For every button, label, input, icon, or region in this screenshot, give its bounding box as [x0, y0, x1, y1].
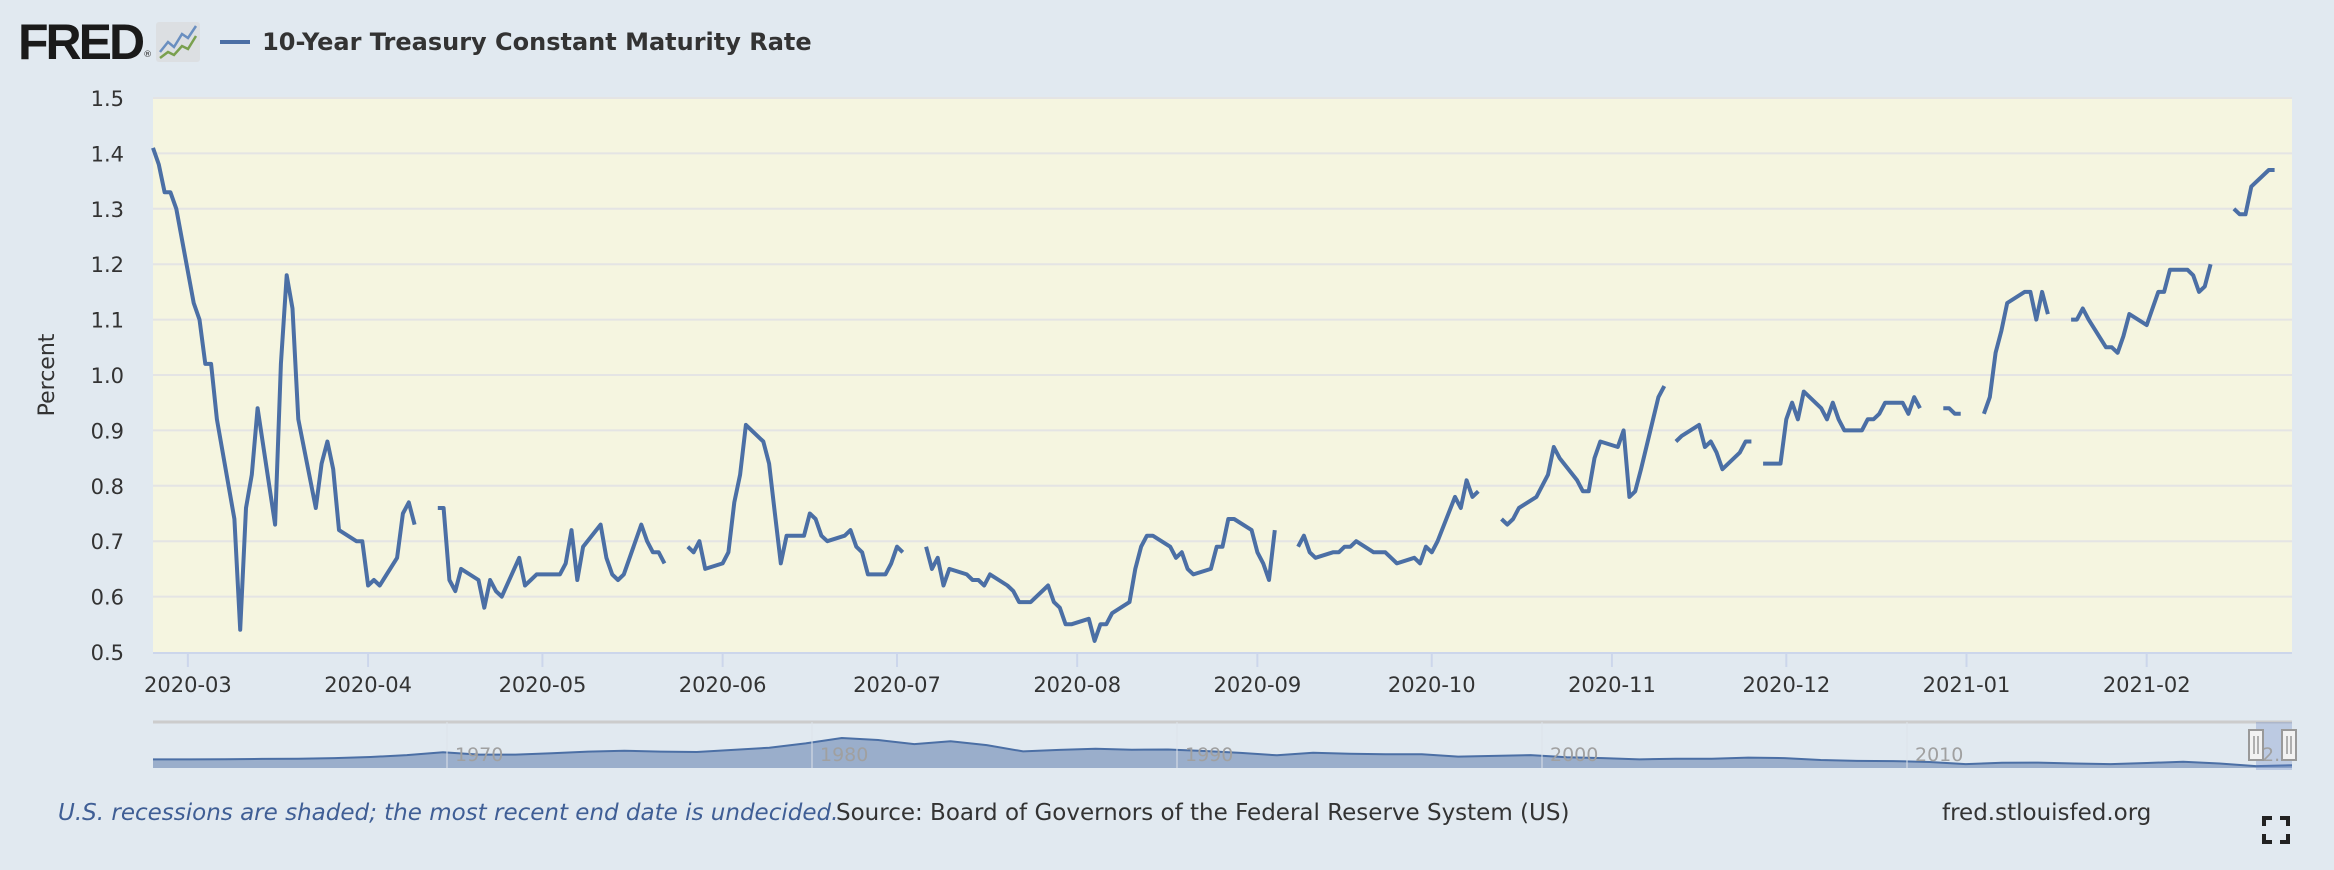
series-line-segment — [151, 147, 417, 632]
y-tick-label: 1.2 — [91, 253, 124, 277]
recession-note: U.S. recessions are shaded; the most rec… — [58, 800, 839, 826]
x-tick-label: 2020-08 — [1033, 673, 1121, 697]
legend[interactable]: 10-Year Treasury Constant Maturity Rate — [220, 28, 812, 56]
series-lines — [151, 147, 2275, 643]
gridlines — [153, 97, 2292, 654]
navigator-year-label: 2000 — [1550, 744, 1598, 766]
series-line-segment — [1674, 422, 1752, 472]
x-tick-label: 2020-05 — [499, 673, 587, 697]
y-tick-label: 1.0 — [91, 364, 124, 388]
x-tick-label: 2020-07 — [853, 673, 941, 697]
series-line-segment — [1943, 406, 1961, 416]
navigator-area — [153, 738, 2292, 768]
x-tick-label: 2020-06 — [679, 673, 767, 697]
series-line-segment — [686, 422, 905, 577]
y-axis-label: Percent — [35, 333, 60, 416]
x-tick-label: 2020-12 — [1742, 673, 1830, 697]
y-tick-label: 0.7 — [91, 530, 124, 554]
y-tick-label: 1.5 — [91, 87, 124, 111]
y-tick-label: 0.5 — [91, 641, 124, 665]
navigator-year-label: 1970 — [455, 744, 503, 766]
x-tick-label: 2020-03 — [144, 673, 232, 697]
source-text: Source: Board of Governors of the Federa… — [836, 800, 1570, 826]
series-line-segment — [2232, 168, 2275, 217]
y-tick-label: 0.8 — [91, 475, 124, 499]
y-tick-label: 1.4 — [91, 142, 124, 166]
navigator-line — [153, 736, 2293, 768]
series-line-segment — [1763, 389, 1922, 466]
fullscreen-icon[interactable] — [2262, 816, 2290, 844]
y-tick-label: 1.1 — [91, 309, 124, 333]
series-line-segment — [437, 506, 667, 610]
y-tick-label: 0.9 — [91, 419, 124, 443]
series-line-segment — [924, 517, 1277, 643]
fred-graph-icon — [156, 22, 201, 62]
series-line-segment — [1500, 385, 1667, 527]
x-tick-label: 2020-04 — [324, 673, 412, 697]
x-tick-label: 2020-09 — [1214, 673, 1302, 697]
x-tick-label: 2020-11 — [1568, 673, 1656, 697]
series-line-segment — [2071, 263, 2213, 355]
navigator-year-label: 1980 — [820, 744, 868, 766]
legend-label: 10-Year Treasury Constant Maturity Rate — [262, 28, 812, 56]
y-axis-ticks: 0.5 0.6 0.7 0.8 0.9 1.0 1.1 1.2 1.3 1.4 1.5 — [91, 87, 124, 665]
y-tick-label: 1.3 — [91, 198, 124, 222]
chart-header: FRED ® 10-Year Treasury Constant Maturit… — [18, 14, 812, 70]
navigator-left-handle[interactable] — [2248, 729, 2264, 761]
navigator[interactable]: 1970 1980 1990 2000 2010 2... — [153, 720, 2297, 770]
fred-logo[interactable]: FRED — [18, 14, 145, 70]
x-axis-ticks: 2020-03 2020-04 2020-05 2020-06 2020-07 2020-… — [144, 652, 2191, 697]
x-tick-label: 2021-02 — [2103, 673, 2191, 697]
series-line-segment — [1296, 478, 1480, 566]
fred-url-link[interactable]: fred.stlouisfed.org — [1942, 800, 2152, 826]
navigator-year-label: 1990 — [1185, 744, 1233, 766]
navigator-year-label: 2010 — [1915, 744, 1963, 766]
y-tick-label: 0.6 — [91, 586, 124, 610]
navigator-right-handle[interactable] — [2281, 729, 2297, 761]
legend-swatch — [220, 40, 251, 44]
series-line-segment — [1982, 289, 2050, 415]
registered-mark: ® — [143, 50, 153, 60]
x-tick-label: 2020-10 — [1388, 673, 1476, 697]
x-tick-label: 2021-01 — [1923, 673, 2011, 697]
